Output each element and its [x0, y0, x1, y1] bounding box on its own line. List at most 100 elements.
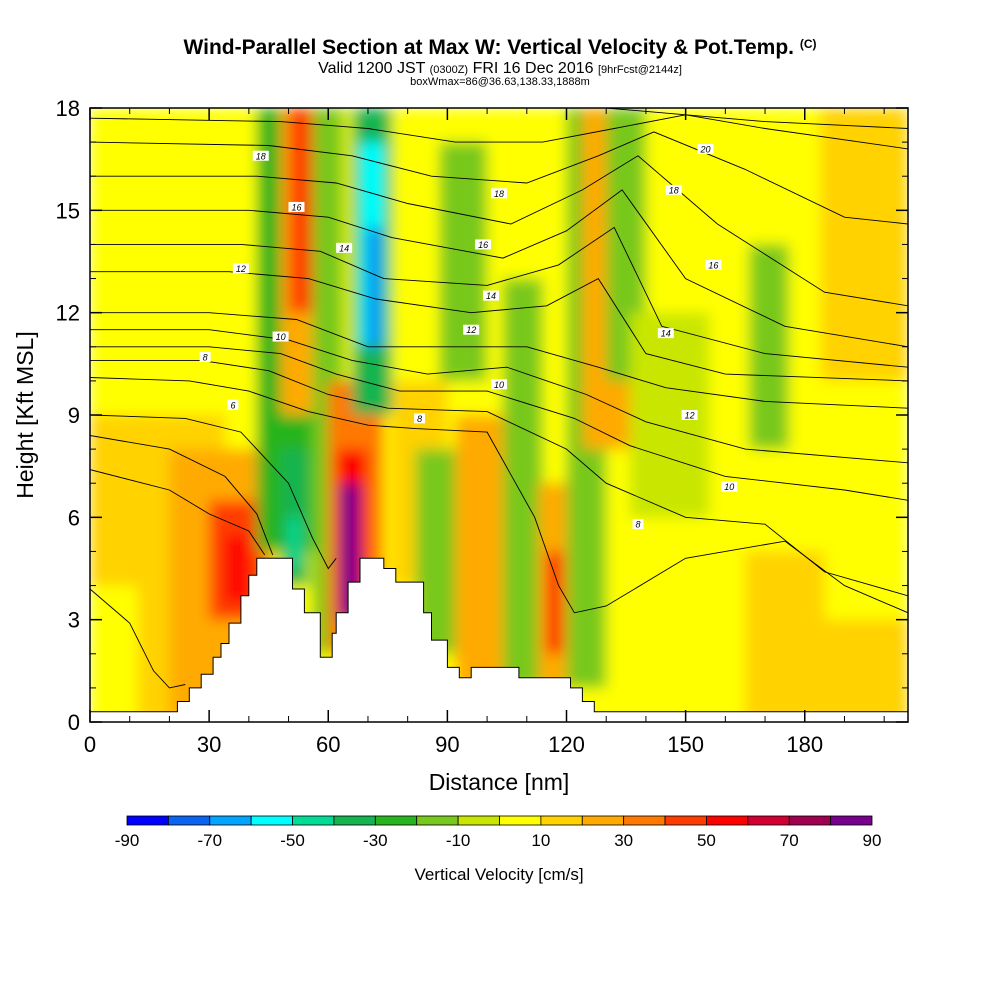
contour-label-15: 16 [705, 259, 722, 270]
colorbar-box-8 [457, 815, 500, 826]
colorbar-box-4 [292, 815, 335, 826]
svg-text:12: 12 [236, 264, 246, 274]
y-axis-label: Height [Kft MSL] [12, 331, 38, 498]
colorbar: -90 -70 -50 -30 -10 10 30 50 70 90 [115, 815, 882, 850]
svg-text:6: 6 [230, 400, 235, 410]
isentrope-10-7 [90, 329, 908, 464]
x-tick-label-0: 0 [84, 732, 96, 757]
valid-utc: (0300Z) [429, 64, 469, 76]
svg-text:18: 18 [256, 151, 266, 161]
isentrope-16-12 [90, 155, 908, 307]
x-axis-label: Distance [nm] [429, 769, 570, 795]
contour-label-19: 8 [632, 519, 644, 530]
contour-label-11: 16 [475, 239, 492, 250]
isentrope-14-11 [90, 189, 908, 348]
isentrope-10-6 [90, 346, 908, 501]
contour-label-17: 12 [681, 410, 698, 421]
svg-text:12: 12 [685, 411, 695, 421]
svg-text:8: 8 [417, 414, 422, 424]
svg-text:8: 8 [635, 520, 640, 530]
title-text: Wind-Parallel Section at Max W: Vertical… [183, 36, 794, 59]
x-tick-label-4: 120 [548, 732, 585, 757]
y-tick-label-4: 12 [56, 301, 80, 326]
velocity-cell-30 [749, 244, 789, 450]
colorbar-box-16 [788, 815, 832, 826]
isentrope-16-13 [90, 131, 908, 225]
colorbar-box-1 [167, 815, 211, 826]
terrain-mask [89, 557, 909, 723]
contour-label-8: 10 [491, 379, 507, 390]
velocity-cell-33 [804, 619, 908, 722]
valid-time-line: Valid 1200 JST (0300Z) FRI 16 Dec 2016 [… [0, 60, 1000, 78]
isentrope-6-0 [90, 588, 186, 689]
isentrope-18-14 [90, 114, 908, 150]
velocity-cell-31 [820, 108, 908, 381]
isentrope-14-10 [90, 226, 908, 368]
y-tick-label-3: 9 [68, 403, 80, 428]
isentrope-8-4 [90, 377, 908, 614]
colorbar-box-12 [623, 815, 666, 826]
svg-text:10: 10 [494, 380, 504, 390]
colorbar-box-10 [540, 815, 583, 826]
velocity-cell-21 [439, 142, 488, 381]
valid-date: FRI 16 Dec 2016 [472, 60, 594, 77]
colorbar-box-0 [126, 815, 169, 826]
contour-labels: 18 16 14 12 10 8 6 8 10 12 14 16 18 20 18 16 14 12 10 8 [199, 143, 738, 530]
colorbar-box-15 [747, 815, 790, 826]
velocity-cell-25 [546, 551, 563, 654]
isentrope-8-2 [90, 469, 266, 556]
velocity-cell-23 [502, 278, 543, 688]
colorbar-box-17 [830, 815, 873, 826]
contour-label-12: 18 [491, 188, 507, 199]
svg-text:16: 16 [291, 202, 301, 212]
contour-label-7: 8 [414, 413, 426, 424]
colorbar-tick-label-7: 50 [697, 831, 716, 850]
contour-label-6: 6 [227, 399, 239, 410]
svg-text:12: 12 [466, 325, 476, 335]
svg-text:18: 18 [669, 185, 679, 195]
svg-text:8: 8 [203, 353, 208, 363]
colorbar-tick-label-9: 90 [863, 831, 882, 850]
colorbar-tick-label-6: 30 [614, 831, 633, 850]
colorbar-box-6 [374, 815, 418, 826]
colorbar-box-14 [706, 815, 749, 826]
contour-label-13: 20 [697, 143, 714, 154]
svg-text:16: 16 [478, 240, 488, 250]
velocity-cell-18 [367, 227, 380, 347]
colorbar-box-3 [250, 815, 293, 826]
contour-label-2: 14 [336, 242, 353, 253]
copyright-mark: (C) [799, 37, 817, 51]
svg-text:20: 20 [699, 144, 710, 154]
boxw-line: boxWmax=86@36.63,138.33,1888m [410, 76, 590, 88]
contour-label-14: 18 [665, 184, 682, 195]
isentrope-6-1 [90, 435, 274, 556]
colorbar-box-5 [333, 815, 376, 826]
svg-text:10: 10 [724, 482, 734, 492]
contour-label-1: 16 [288, 201, 305, 212]
isentrope-contours [90, 108, 908, 689]
contour-label-10: 14 [483, 290, 500, 301]
contour-label-3: 12 [232, 263, 249, 274]
y-tick-label-6: 18 [56, 96, 80, 121]
colorbar-box-11 [581, 815, 625, 826]
colorbar-label: Vertical Velocity [cm/s] [414, 865, 583, 884]
velocity-cell-22 [455, 415, 511, 688]
velocity-field [90, 108, 908, 722]
x-tick-label-5: 150 [667, 732, 704, 757]
svg-text:14: 14 [661, 329, 671, 339]
y-tick-label-5: 15 [56, 198, 80, 223]
x-tick-label-2: 60 [316, 732, 340, 757]
colorbar-tick-label-5: 10 [531, 831, 550, 850]
colorbar-tick-label-4: -10 [446, 831, 471, 850]
colorbar-box-7 [416, 815, 459, 826]
y-tick-label-2: 6 [68, 505, 80, 530]
contour-label-9: 12 [463, 324, 480, 335]
svg-text:10: 10 [276, 332, 286, 342]
isentrope-8-5 [90, 359, 908, 597]
isentrope-6-3 [90, 414, 337, 570]
velocity-cell-6 [225, 534, 249, 603]
y-tick-label-0: 0 [68, 710, 80, 735]
colorbar-tick-label-8: 70 [780, 831, 799, 850]
velocity-cell-9 [288, 517, 301, 569]
